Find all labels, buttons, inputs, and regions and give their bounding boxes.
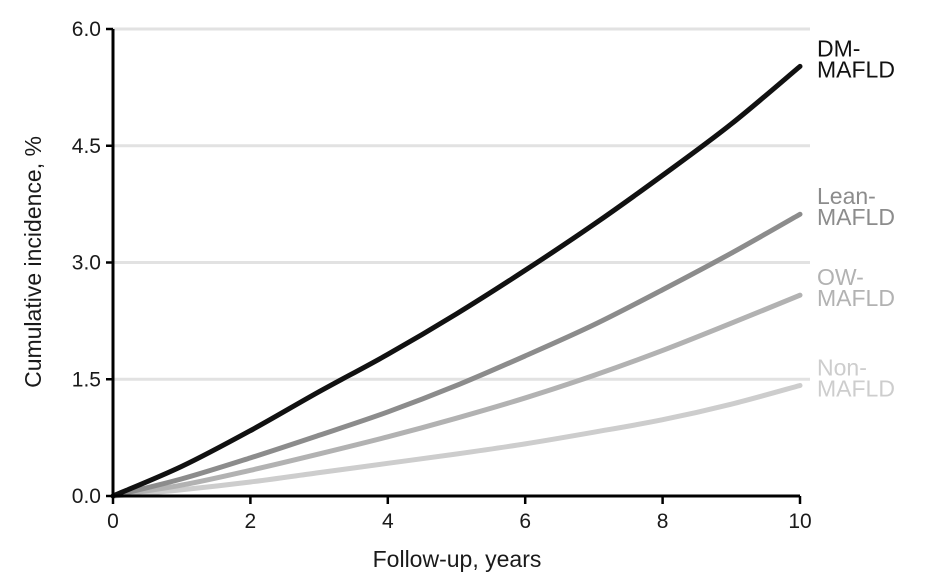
y-tick-label: 3.0 (72, 252, 101, 275)
series-label-line: MAFLD (817, 375, 895, 401)
series-lines (110, 63, 803, 499)
y-tick-label: 4.5 (72, 135, 101, 158)
grid-lines (113, 27, 810, 381)
y-axis-title: Cumulative incidence, % (20, 136, 46, 388)
y-tick-label: 0.0 (72, 485, 101, 508)
x-tick-label: 10 (788, 510, 811, 533)
x-axis-title: Follow-up, years (373, 546, 542, 572)
series-label-3: Non-MAFLD (817, 354, 895, 401)
series-label-line: MAFLD (817, 285, 895, 311)
y-tick-label: 6.0 (72, 18, 101, 41)
axes (106, 27, 802, 504)
y-tick-label: 1.5 (72, 368, 101, 391)
x-tick-label: 6 (519, 510, 531, 533)
series-label-line: OW- (817, 264, 864, 290)
series-line-0 (110, 63, 803, 499)
series-label-line: MAFLD (817, 56, 895, 82)
series-label-1: Lean-MAFLD (817, 183, 895, 230)
series-label-line: DM- (817, 35, 860, 61)
series-label-line: Lean- (817, 183, 876, 209)
series-label-2: OW-MAFLD (817, 264, 895, 311)
x-tick-label: 8 (657, 510, 669, 533)
series-line-3 (110, 382, 803, 499)
series-label-line: MAFLD (817, 204, 895, 230)
x-tick-label: 0 (107, 510, 119, 533)
x-tick-label: 2 (245, 510, 257, 533)
series-line-1 (110, 211, 803, 499)
series-label-line: Non- (817, 354, 867, 380)
series-label-0: DM-MAFLD (817, 35, 895, 82)
x-tick-label: 4 (382, 510, 394, 533)
series-line-2 (110, 292, 803, 499)
tick-labels: 0.0 1.5 3.0 4.5 6.0 0 2 4 6 8 10 (72, 18, 812, 533)
